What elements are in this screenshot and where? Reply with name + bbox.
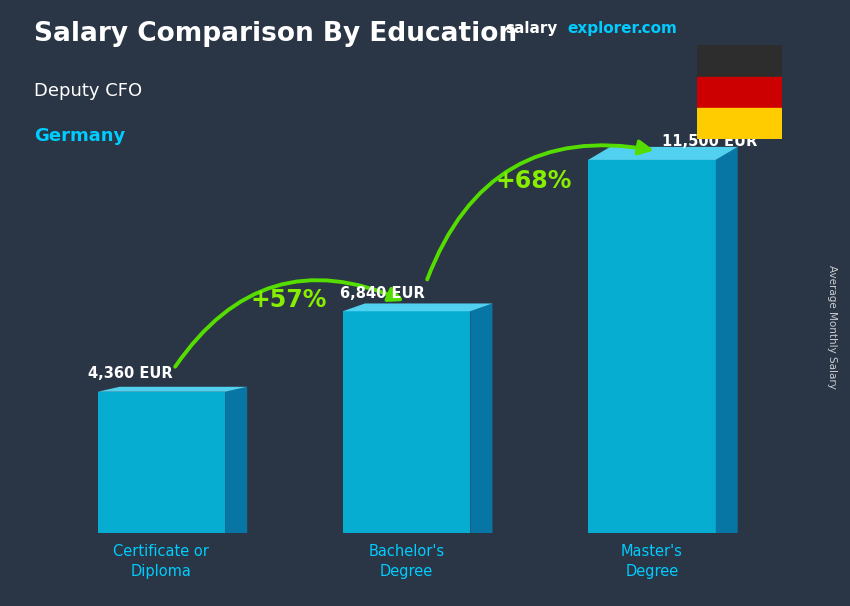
Polygon shape (225, 387, 247, 533)
Polygon shape (98, 387, 247, 391)
Bar (697, 77, 782, 108)
Text: Salary Comparison By Education: Salary Comparison By Education (34, 21, 517, 47)
Text: .com: .com (637, 21, 677, 36)
Text: +68%: +68% (496, 169, 572, 193)
Bar (697, 108, 782, 139)
Polygon shape (343, 304, 492, 311)
Text: 4,360 EUR: 4,360 EUR (88, 366, 173, 381)
Polygon shape (588, 160, 716, 533)
Text: Average Monthly Salary: Average Monthly Salary (827, 265, 837, 389)
Polygon shape (343, 311, 470, 533)
Text: Germany: Germany (34, 127, 125, 145)
Polygon shape (98, 391, 225, 533)
Bar (697, 45, 782, 77)
Text: Deputy CFO: Deputy CFO (34, 82, 142, 100)
Text: 11,500 EUR: 11,500 EUR (661, 135, 756, 149)
Polygon shape (470, 304, 492, 533)
Text: salary: salary (506, 21, 558, 36)
Text: 6,840 EUR: 6,840 EUR (340, 285, 425, 301)
Text: explorer: explorer (567, 21, 639, 36)
Polygon shape (588, 147, 738, 160)
Polygon shape (716, 147, 738, 533)
Text: +57%: +57% (251, 288, 327, 312)
